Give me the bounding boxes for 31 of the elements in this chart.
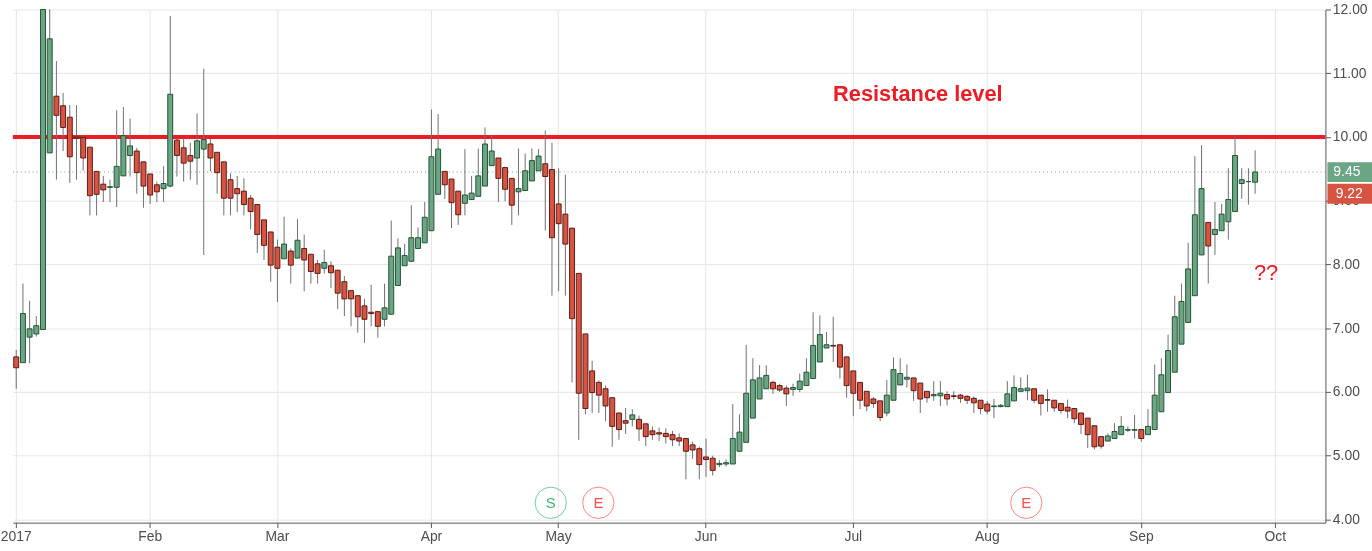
x-tick-label: Oct xyxy=(1264,527,1287,544)
x-tick-label: Jun xyxy=(694,527,718,544)
ref-line-label: 9.45 xyxy=(1333,163,1361,180)
candlestick xyxy=(281,216,288,260)
annotation: ?? xyxy=(1253,259,1279,285)
text: 9.22 xyxy=(1335,184,1363,201)
annotation: S xyxy=(545,494,556,511)
y-tick-label: 8.00 xyxy=(1332,255,1361,272)
x-tick-label: Jul xyxy=(844,527,863,544)
x-tick-label: Feb xyxy=(138,527,163,544)
annotation: E xyxy=(593,494,604,511)
candlestick xyxy=(321,249,328,274)
y-tick-label: 11.00 xyxy=(1332,64,1367,81)
x-tick-label: May xyxy=(545,527,572,544)
x-tick-label: Sep xyxy=(1128,527,1154,544)
candlestick xyxy=(294,218,301,259)
x-tick-label: 2017 xyxy=(0,527,32,544)
x-tick-label: Mar xyxy=(265,527,290,544)
y-tick-label: 12.00 xyxy=(1332,0,1368,17)
x-tick-label: Aug xyxy=(974,527,1000,544)
y-tick-label: 4.00 xyxy=(1332,510,1361,527)
annotation: E xyxy=(1021,494,1032,511)
candlestick xyxy=(1205,221,1212,285)
y-tick-label: 10.00 xyxy=(1332,128,1368,145)
candlestick xyxy=(287,248,294,285)
x-tick-label: Apr xyxy=(420,527,443,544)
candlestick xyxy=(13,349,20,390)
ref-line-label: Resistance level xyxy=(833,81,1003,107)
y-tick-label: 5.00 xyxy=(1332,447,1361,464)
y-tick-label: 7.00 xyxy=(1332,319,1361,336)
y-tick-label: 6.00 xyxy=(1332,383,1361,400)
